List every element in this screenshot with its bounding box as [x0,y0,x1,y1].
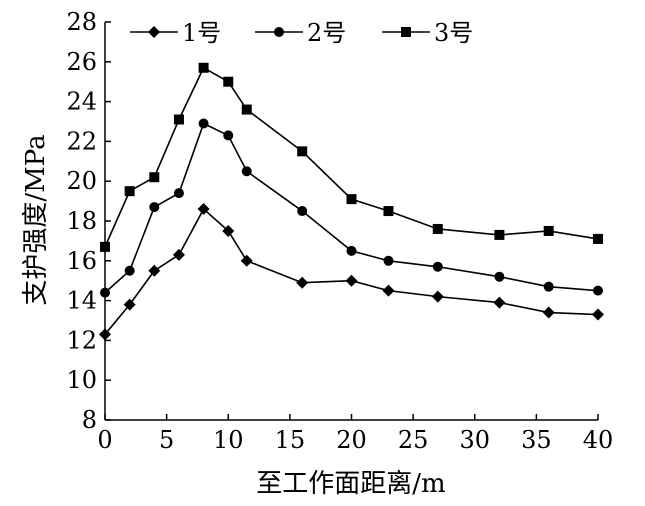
y-tick-label: 8 [82,406,97,434]
legend-marker [148,26,160,38]
data-point [346,245,357,256]
data-point [432,223,443,234]
data-point [197,203,210,216]
data-point [148,264,161,277]
data-point [124,265,135,276]
legend: 1号 2号 3号 [130,19,473,47]
data-point [296,276,309,289]
data-point [99,328,111,341]
data-point [123,298,136,311]
data-point [383,206,394,217]
series-3 [100,62,603,252]
data-point [431,290,444,303]
series-layer [99,62,604,341]
data-point [494,229,505,240]
legend-item-1: 1号 [130,19,221,47]
data-point [198,118,209,129]
axes [104,22,598,421]
x-tick-label: 5 [159,426,174,454]
data-point [345,274,358,287]
data-point [149,202,160,213]
y-axis-ticks: 8 10 12 14 16 18 20 22 24 26 28 [66,8,111,434]
data-point [346,194,357,205]
legend-label: 1号 [182,19,221,47]
legend-item-3: 3号 [382,19,473,47]
data-point [149,172,160,183]
legend-item-2: 2号 [255,19,346,47]
data-point [383,255,394,266]
data-point [382,284,395,297]
series-line [104,207,599,335]
x-tick-label: 40 [583,426,614,454]
y-tick-label: 10 [66,366,97,394]
x-tick-label: 30 [459,426,490,454]
y-tick-label: 20 [66,167,97,195]
data-point [223,76,234,87]
legend-label: 3号 [434,19,473,47]
data-point [124,186,135,197]
data-point [100,241,110,252]
data-point [241,166,252,177]
y-tick-label: 24 [66,88,97,116]
y-axis-title: 支护强度/MPa [21,134,51,305]
data-point [173,188,184,199]
x-tick-label: 15 [275,426,306,454]
data-point [172,248,185,261]
series-2 [100,118,603,298]
x-tick-label: 35 [521,426,552,454]
data-point [593,285,603,296]
data-point [493,296,506,309]
x-tick-label: 10 [213,426,244,454]
y-tick-label: 28 [66,8,97,36]
series-line [104,66,599,248]
data-point [494,271,505,282]
data-point [240,254,253,267]
x-axis-title: 至工作面距离/m [256,469,445,499]
y-tick-label: 22 [66,127,97,155]
x-axis-ticks: 0 5 10 15 20 25 30 35 40 [97,414,613,454]
y-tick-label: 12 [66,326,97,354]
data-point [100,287,110,298]
y-tick-label: 14 [66,287,97,315]
data-point [432,261,443,272]
legend-label: 2号 [307,19,346,47]
data-point [241,104,252,115]
x-tick-label: 0 [97,426,112,454]
data-point [222,224,235,237]
legend-marker [274,27,284,37]
y-tick-label: 26 [66,48,97,76]
data-point [542,306,555,319]
series-line [104,122,599,294]
series-1 [99,203,604,341]
data-point [593,233,603,244]
data-point [543,281,554,292]
data-point [198,62,209,73]
data-point [592,308,604,321]
data-point [173,114,184,125]
y-tick-label: 18 [66,207,97,235]
x-tick-label: 20 [336,426,367,454]
y-tick-label: 16 [66,247,97,275]
x-tick-label: 25 [398,426,429,454]
data-point [297,206,308,217]
data-point [543,225,554,236]
legend-marker [401,27,411,37]
data-point [297,146,308,157]
data-point [223,130,234,141]
